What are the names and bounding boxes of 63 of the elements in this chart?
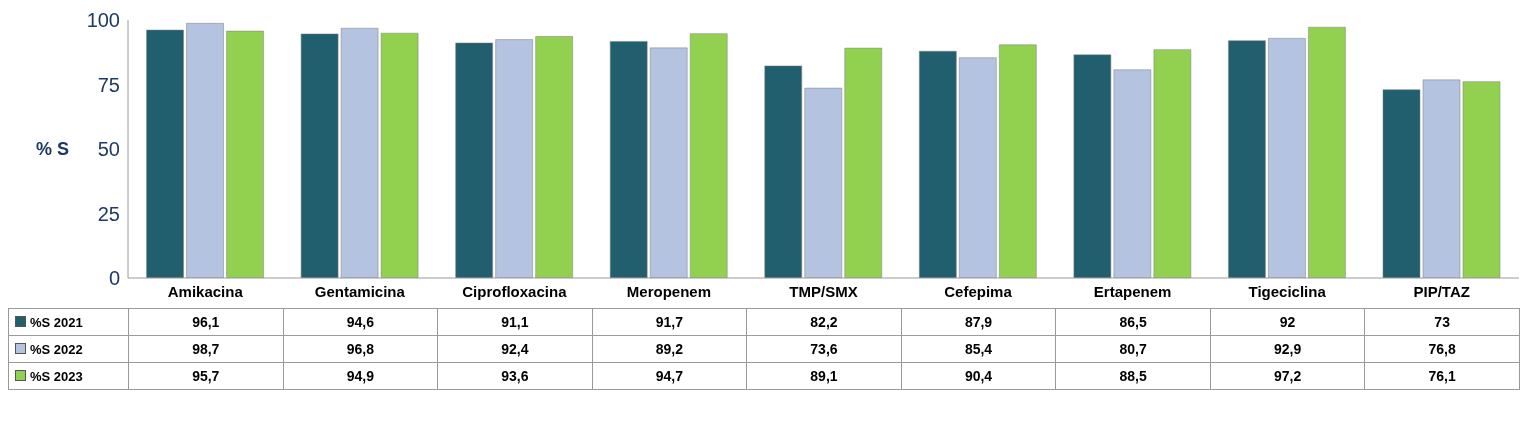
data-label: 92,4 — [437, 335, 593, 363]
data-label: 97,2 — [1210, 362, 1365, 390]
data-label: 94,6 — [283, 308, 438, 336]
y-tick-label: 50 — [97, 138, 120, 161]
data-label: 90,4 — [901, 362, 1056, 390]
data-label: 94,9 — [283, 362, 438, 390]
bar — [495, 39, 533, 278]
y-tick-label: 25 — [97, 202, 120, 225]
data-label: 92 — [1210, 308, 1365, 336]
bar — [535, 36, 573, 278]
data-label: 85,4 — [901, 335, 1056, 363]
x-tick-label: Ciprofloxacina — [462, 282, 568, 300]
bar — [649, 47, 688, 278]
data-label: 94,7 — [592, 362, 747, 390]
data-label: 73 — [1364, 308, 1520, 336]
bar — [146, 29, 184, 278]
legend-label: %S 2023 — [8, 362, 129, 390]
data-label: 82,2 — [746, 308, 902, 336]
data-label: 98,7 — [128, 335, 284, 363]
data-label: 73,6 — [746, 335, 902, 363]
bar — [226, 30, 264, 278]
bar — [186, 23, 224, 278]
bar — [844, 47, 883, 278]
bar — [1308, 26, 1346, 278]
x-tick-label: Tigeciclina — [1248, 282, 1327, 300]
bar — [999, 44, 1037, 278]
data-label: 96,8 — [283, 335, 438, 363]
data-label: 76,1 — [1364, 362, 1520, 390]
data-label: 91,7 — [592, 308, 747, 336]
legend-label: %S 2021 — [8, 308, 129, 336]
y-tick-label: 100 — [86, 9, 120, 32]
x-tick-label: Gentamicina — [314, 282, 406, 300]
data-label: 86,5 — [1055, 308, 1211, 336]
data-label: 96,1 — [128, 308, 284, 336]
y-tick-label: 0 — [108, 267, 120, 290]
x-tick-label: Amikacina — [167, 282, 244, 300]
x-tick-label: Cefepima — [944, 282, 1013, 300]
bar — [804, 87, 843, 278]
data-label: 89,2 — [592, 335, 747, 363]
x-tick-label: TMP/SMX — [789, 282, 858, 300]
x-tick-label: Meropenem — [626, 282, 712, 300]
data-label: 91,1 — [437, 308, 593, 336]
bar — [1268, 38, 1306, 278]
bar — [609, 41, 648, 278]
data-label: 89,1 — [746, 362, 902, 390]
bar — [1228, 40, 1266, 278]
y-axis-title: % S — [36, 139, 70, 160]
y-tick-label: 75 — [97, 73, 120, 96]
x-tick-label: Ertapenem — [1093, 282, 1172, 300]
bar — [959, 57, 997, 278]
data-label: 92,9 — [1210, 335, 1365, 363]
data-label: 93,6 — [437, 362, 593, 390]
bar — [455, 42, 493, 278]
data-label: 88,5 — [1055, 362, 1211, 390]
data-label: 95,7 — [128, 362, 284, 390]
bar — [689, 33, 728, 278]
data-label: 76,8 — [1364, 335, 1520, 363]
data-label: 87,9 — [901, 308, 1056, 336]
data-label: 80,7 — [1055, 335, 1211, 363]
x-tick-label: PIP/TAZ — [1413, 282, 1470, 300]
legend-label: %S 2022 — [8, 335, 129, 363]
bar — [919, 50, 957, 278]
bar — [764, 65, 803, 278]
